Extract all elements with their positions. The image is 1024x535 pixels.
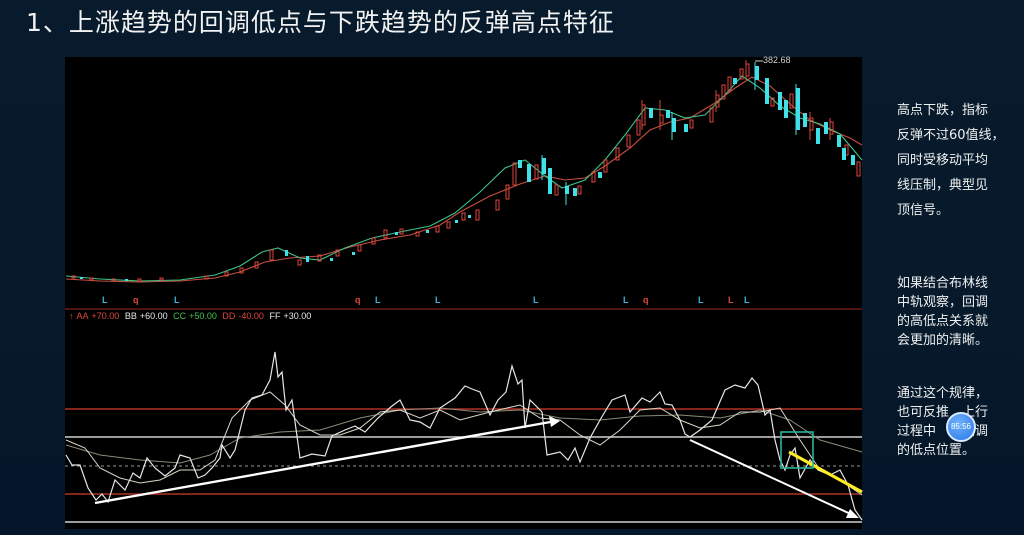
signal-marker: L [435, 295, 441, 305]
uptrend-arrowhead [549, 416, 560, 427]
legend-dd-value: -40.00 [238, 311, 264, 321]
arrow-up-icon: ↑ [69, 311, 74, 321]
note-line: 中轨观察，回调 [897, 295, 989, 310]
signal-marker: L [728, 295, 734, 305]
note-line: 高点下跌，指标 [897, 103, 989, 118]
signal-marker: q [355, 295, 361, 305]
note-line: 的低点位置。 [897, 443, 976, 458]
downtrend-arrowhead [846, 509, 859, 518]
slide-title: 1、上涨趋势的回调低点与下跌趋势的反弹高点特征 [26, 8, 615, 37]
signal-marker: q [643, 295, 649, 305]
note-line: 线压制，典型见 [897, 178, 989, 193]
stock-chart [65, 57, 862, 529]
signal-marker: L [102, 295, 108, 305]
note-paragraph-1: 高点下跌，指标 反弹不过60值线， 同时受移动平均 线压制，典型见 顶信号。 [897, 98, 1022, 223]
signal-marker: L [744, 295, 750, 305]
legend-cc-value: +50.00 [189, 311, 217, 321]
candlesticks [71, 60, 861, 282]
peak-price-label: 382.68 [763, 55, 791, 65]
legend-dd-name: DD [222, 311, 236, 321]
indicator-lines [65, 351, 863, 521]
floating-timer-badge[interactable]: 85:56 [946, 412, 976, 442]
highlight-box [780, 431, 814, 469]
yellow-trendline [788, 450, 863, 494]
legend-bb-value: +60.00 [139, 311, 168, 321]
note-line: 通过这个规律， [897, 386, 989, 401]
note-line: 反弹不过60值线， [897, 128, 1005, 143]
signal-marker: L [533, 295, 539, 305]
note-line: 顶信号。 [897, 203, 950, 218]
indicator-legend: ↑ AA +70.00 BB +60.00 CC +50.00 DD -40.00 FF +… [69, 311, 314, 321]
signal-marker: L [623, 295, 629, 305]
ma-short-line [65, 75, 863, 282]
signal-marker: L [174, 295, 180, 305]
note-line: 会更加的清晰。 [897, 333, 989, 348]
note-line: 如果结合布林线 [897, 276, 989, 291]
legend-bb-name: BB [124, 311, 137, 321]
legend-cc-name: CC [173, 311, 187, 321]
signal-marker: L [375, 295, 381, 305]
legend-ff-name: FF [269, 311, 281, 321]
note-paragraph-2: 如果结合布林线 中轨观察，回调 的高低点关系就 会更加的清晰。 [897, 274, 1022, 350]
indicator-levels [65, 408, 862, 523]
ma-long-line [65, 76, 863, 283]
legend-ff-value: +30.00 [283, 311, 312, 321]
note-line: 同时受移动平均 [897, 153, 989, 168]
note-line: 的高低点关系就 [897, 314, 989, 329]
signal-marker: q [133, 295, 139, 305]
uptrend-arrow [94, 419, 557, 505]
legend-aa-value: +70.00 [91, 311, 120, 321]
downtrend-arrow [689, 439, 856, 517]
trend-annotations [94, 416, 863, 518]
legend-aa-name: AA [76, 311, 89, 321]
signal-marker: L [698, 295, 704, 305]
note-paragraph-3: 通过这个规律， 也可反推 上行 过程中 回调 的低点位置。 [897, 384, 1022, 460]
